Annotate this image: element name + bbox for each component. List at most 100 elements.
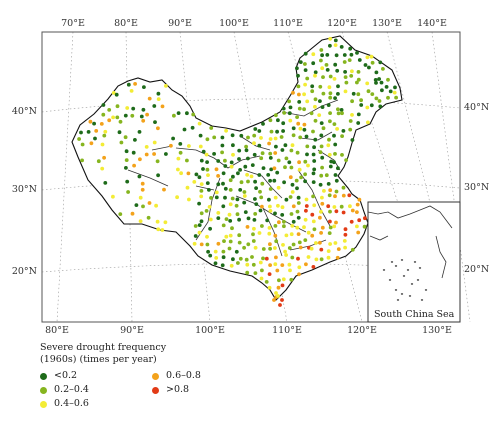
station-dot	[147, 201, 152, 205]
station-dot	[234, 249, 239, 254]
station-dot	[332, 224, 337, 229]
graticule-line	[56, 31, 74, 323]
station-dot	[343, 232, 348, 237]
station-dot	[138, 195, 143, 200]
station-dot	[280, 298, 284, 302]
station-dot	[261, 122, 265, 126]
station-dot	[199, 189, 204, 193]
legend-title-line2: (1960s) (times per year)	[40, 354, 157, 365]
station-dot	[302, 225, 306, 230]
station-dot	[303, 217, 308, 222]
station-dot	[227, 246, 232, 251]
station-dot	[137, 174, 142, 179]
station-dot	[228, 188, 233, 192]
station-dot	[199, 194, 204, 199]
station-dot	[339, 45, 344, 49]
station-dot	[253, 212, 258, 216]
station-dot	[289, 148, 294, 153]
station-dot	[319, 133, 324, 138]
station-dot	[171, 136, 176, 141]
station-dot	[258, 208, 263, 213]
station-dot	[303, 179, 307, 184]
station-dot	[252, 133, 257, 138]
station-dot	[357, 218, 362, 223]
station-dot	[359, 98, 363, 103]
station-dot	[94, 129, 99, 133]
station-dot	[216, 182, 221, 187]
graticule-line	[41, 98, 461, 113]
station-dot	[133, 82, 138, 86]
station-dot	[140, 187, 145, 192]
station-dot	[273, 151, 278, 155]
station-dot	[160, 104, 165, 109]
station-dot	[221, 249, 226, 254]
island-mark	[413, 261, 417, 263]
station-dot	[313, 70, 318, 75]
station-dot	[276, 285, 281, 290]
station-dot	[228, 178, 233, 183]
station-dot	[355, 51, 359, 55]
station-dot	[216, 159, 221, 163]
station-dot	[259, 136, 263, 140]
station-dot	[319, 247, 324, 252]
station-dot	[335, 255, 340, 260]
station-dot	[176, 167, 180, 172]
inset-label: South China Sea	[374, 309, 455, 320]
station-dot	[333, 62, 338, 67]
station-dot	[298, 126, 303, 131]
station-dot	[172, 113, 176, 118]
station-dot	[156, 91, 161, 96]
station-dot	[152, 152, 157, 156]
station-dot	[284, 233, 289, 238]
station-dot	[291, 204, 296, 209]
station-dot	[319, 173, 324, 178]
station-dot	[380, 88, 384, 93]
island-mark	[394, 289, 398, 291]
station-dot	[320, 195, 324, 200]
station-dot	[214, 256, 219, 260]
station-dot	[295, 115, 299, 119]
station-dot	[235, 212, 240, 217]
station-dot	[284, 253, 288, 257]
tick-lon-bottom-80: 80°E	[45, 325, 69, 336]
station-dot	[118, 212, 123, 217]
station-points	[77, 36, 398, 307]
station-dot	[311, 180, 316, 185]
station-dot	[280, 205, 285, 210]
station-dot	[305, 76, 310, 81]
station-dot	[369, 103, 374, 108]
station-dot	[277, 220, 281, 225]
station-dot	[229, 160, 234, 165]
station-dot	[207, 188, 211, 192]
station-dot	[237, 217, 242, 222]
station-dot	[208, 217, 213, 222]
station-dot	[223, 195, 227, 200]
station-dot	[102, 155, 106, 160]
legend-item-06-08: 0.6–0.8	[152, 370, 201, 382]
station-dot	[309, 246, 314, 251]
station-dot	[304, 134, 309, 139]
station-dot	[185, 185, 190, 190]
map-frame	[41, 31, 461, 323]
station-dot	[130, 113, 135, 118]
station-dot	[357, 58, 362, 62]
station-dot	[274, 255, 278, 260]
station-dot	[228, 219, 233, 223]
station-dot	[333, 241, 338, 245]
station-dot	[186, 171, 191, 176]
station-dot	[326, 103, 331, 107]
station-dot	[249, 174, 254, 179]
tick-lat-left-20: 20°N	[12, 266, 37, 277]
station-dot	[366, 89, 371, 94]
legend-item-gt08: >0.8	[152, 384, 189, 396]
station-dot	[223, 164, 228, 168]
station-dot	[311, 194, 315, 199]
station-dot	[175, 195, 180, 200]
station-dot	[332, 133, 336, 138]
station-dot	[356, 92, 361, 97]
station-dot	[319, 257, 324, 262]
station-dot	[107, 118, 112, 123]
station-dot	[138, 157, 142, 162]
station-dot	[297, 100, 302, 104]
island-mark	[400, 293, 404, 295]
